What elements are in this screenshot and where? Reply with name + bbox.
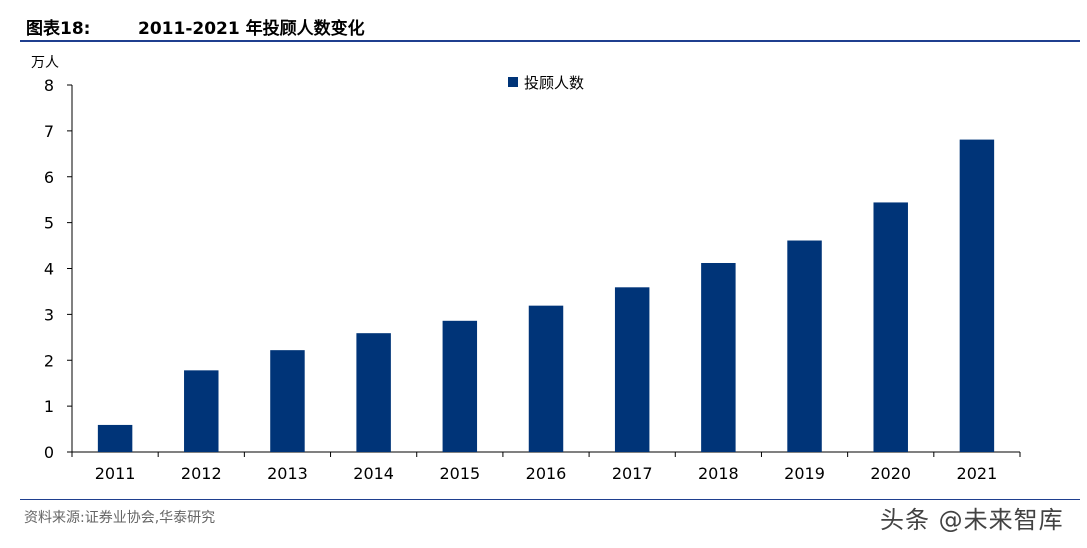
y-tick-label: 2 [44, 351, 54, 370]
legend-label: 投顾人数 [524, 74, 584, 92]
y-axis-unit-label: 万人 [31, 55, 59, 71]
x-tick-label: 2016 [526, 464, 567, 483]
figure-label: 图表18: [26, 19, 91, 39]
watermark-text: 头条 @未来智库 [880, 506, 1064, 534]
bar-2021 [959, 139, 995, 452]
bar-2020 [873, 202, 908, 452]
x-tick-label: 2013 [267, 464, 308, 483]
bar-series [97, 139, 995, 452]
x-tick-label: 2020 [870, 464, 911, 483]
x-tick-label: 2015 [439, 464, 480, 483]
x-tick-label: 2014 [353, 464, 394, 483]
legend-swatch [508, 77, 518, 87]
bar-2017 [614, 287, 650, 452]
y-tick-label: 8 [44, 76, 54, 95]
y-tick-label: 5 [44, 214, 54, 233]
title-bar: 图表18: 2011-2021 年投顾人数变化 [20, 8, 1080, 40]
chart-title: 2011-2021 年投顾人数变化 [138, 19, 365, 39]
y-tick-labels: 0 1 2 3 4 5 6 7 8 [44, 76, 54, 462]
y-tick-label: 6 [44, 168, 54, 187]
x-tick-label: 2012 [181, 464, 222, 483]
bar-2014 [356, 333, 391, 452]
y-tick-label: 4 [44, 260, 54, 279]
y-tick-label: 3 [44, 305, 54, 324]
x-tick-labels: 2011 2012 2013 2014 2015 2016 2017 2018 2019 2020… [95, 464, 998, 483]
legend: 投顾人数 [508, 74, 584, 92]
y-tick-label: 0 [44, 443, 54, 462]
bar-2016 [528, 305, 564, 452]
bar-2011 [97, 424, 133, 452]
x-tick-label: 2018 [698, 464, 739, 483]
y-tick-label: 7 [44, 122, 54, 141]
bar-2019 [787, 240, 822, 452]
x-tick-label: 2019 [784, 464, 825, 483]
bar-2018 [701, 262, 736, 452]
x-tick-label: 2017 [612, 464, 653, 483]
y-tick-label: 1 [44, 397, 54, 416]
x-tick-label: 2021 [957, 464, 998, 483]
bar-2013 [270, 350, 305, 452]
title-divider [20, 40, 1080, 42]
source-note: 资料来源:证券业协会,华泰研究 [24, 510, 216, 526]
bar-2015 [442, 320, 478, 452]
bar-2012 [184, 370, 219, 452]
source-divider [20, 499, 1080, 500]
x-tick-label: 2011 [95, 464, 136, 483]
